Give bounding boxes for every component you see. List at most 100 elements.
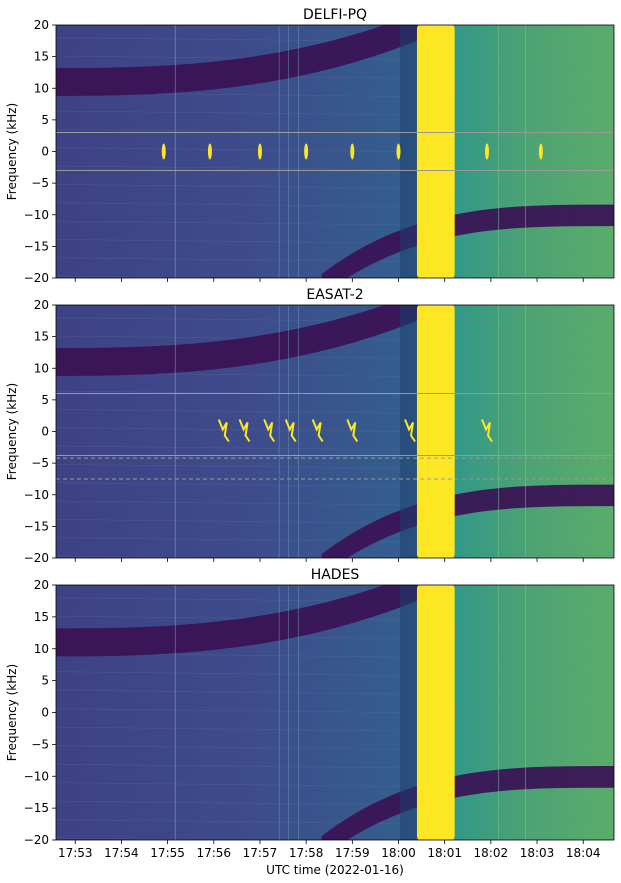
spectral-streak <box>56 800 402 806</box>
y-tick-label: 5 <box>41 674 49 688</box>
y-tick-label: −15 <box>24 801 49 815</box>
spectral-streak <box>56 500 402 506</box>
x-tick-label: 17:58 <box>289 846 324 860</box>
y-axis-label: Frequency (kHz) <box>5 103 19 200</box>
spectral-streak <box>56 220 402 226</box>
upper-doppler-band <box>56 585 430 657</box>
y-axis-label: Frequency (kHz) <box>5 664 19 761</box>
spectral-streak <box>56 671 402 676</box>
y-tick-label: −15 <box>24 239 49 253</box>
spectral-streak <box>56 110 402 116</box>
lower-doppler-band <box>321 204 614 278</box>
y-tick-label: 0 <box>41 706 49 720</box>
saturated-band <box>416 305 455 558</box>
panel-title: EASAT-2 <box>306 287 363 303</box>
y-tick-label: −10 <box>24 208 49 222</box>
spectral-streak <box>56 519 402 524</box>
spectral-streak <box>56 275 257 278</box>
spectrogram-panel-2: EASAT-2 20 15 10 5 0 −5 −10 −15 −20 Frequency (kHz… <box>5 287 615 565</box>
y-tick-label: 20 <box>34 18 49 32</box>
signal-burst <box>311 419 324 443</box>
signal-burst <box>263 419 276 443</box>
y-tick-label: 0 <box>41 425 49 439</box>
x-tick-label: 18:03 <box>520 846 555 860</box>
x-axis-label: UTC time (2022-01-16) <box>266 863 404 877</box>
spectral-streak <box>56 390 402 396</box>
signal-burst <box>284 419 297 443</box>
y-tick-label: −20 <box>24 551 49 565</box>
y-axis-label: Frequency (kHz) <box>5 383 19 480</box>
signal-burst <box>485 143 490 160</box>
spectral-streak <box>56 837 257 840</box>
x-tick-label: 17:57 <box>243 846 278 860</box>
spectral-streak <box>56 147 402 152</box>
pre-saturation-column <box>400 305 417 558</box>
x-tick-label: 18:04 <box>566 846 601 860</box>
spectral-streak <box>56 464 402 469</box>
x-tick-label: 18:01 <box>427 846 462 860</box>
lower-doppler-band <box>321 484 614 558</box>
y-tick-label: 0 <box>41 145 49 159</box>
spectral-streak <box>56 555 257 558</box>
y-tick-label: 10 <box>34 361 49 375</box>
saturated-band <box>416 585 455 840</box>
y-tick-label: 10 <box>34 642 49 656</box>
spectral-streak <box>56 202 402 207</box>
panel-title: HADES <box>311 567 360 583</box>
x-tick-label: 18:02 <box>474 846 509 860</box>
panel-title: DELFI-PQ <box>303 7 367 23</box>
y-tick-label: 20 <box>34 578 49 592</box>
signal-burst <box>238 419 251 443</box>
spectral-streak <box>56 726 402 732</box>
y-tick-label: −5 <box>31 176 49 190</box>
spectral-streak <box>56 745 402 750</box>
spectral-streak <box>56 184 402 189</box>
y-tick-label: −5 <box>31 737 49 751</box>
signal-burst <box>207 143 212 160</box>
y-tick-label: −15 <box>24 519 49 533</box>
x-tick-label: 17:56 <box>196 846 231 860</box>
spectral-streak <box>56 708 402 713</box>
x-tick-label: 17:59 <box>335 846 370 860</box>
x-tick-label: 17:55 <box>150 846 185 860</box>
y-tick-label: −20 <box>24 271 49 285</box>
signal-burst <box>481 419 493 443</box>
y-tick-label: −10 <box>24 769 49 783</box>
x-tick-label: 17:53 <box>58 846 93 860</box>
spectral-streak <box>56 445 402 451</box>
signal-burst <box>346 419 359 443</box>
y-tick-label: 5 <box>41 393 49 407</box>
spectral-streak <box>56 482 402 487</box>
x-tick-label: 18:00 <box>381 846 416 860</box>
y-tick-label: 5 <box>41 113 49 127</box>
signal-burst <box>217 419 230 443</box>
y-tick-label: 10 <box>34 81 49 95</box>
spectral-streak <box>56 409 402 414</box>
y-tick-label: 15 <box>34 610 49 624</box>
y-tick-label: 15 <box>34 50 49 64</box>
signal-burst <box>350 143 355 160</box>
spectrogram-panel-3: HADES 20 15 10 5 0 −5 −10 −15 −20 Frequency (kHz) 1… <box>5 567 615 860</box>
y-tick-label: −5 <box>31 456 49 470</box>
signal-burst <box>396 143 401 160</box>
lower-doppler-band <box>321 766 614 840</box>
y-tick-label: 20 <box>34 298 49 312</box>
spectral-streak <box>56 782 402 787</box>
signal-burst <box>161 143 166 160</box>
signal-burst <box>404 419 416 443</box>
y-tick-label: 15 <box>34 330 49 344</box>
signal-burst <box>538 143 543 160</box>
saturated-band <box>416 25 455 278</box>
spectral-streak <box>56 427 402 432</box>
pre-saturation-column <box>400 585 417 840</box>
signal-burst <box>304 143 309 160</box>
x-tick-label: 17:54 <box>104 846 139 860</box>
upper-doppler-band <box>56 25 430 96</box>
spectral-streak <box>56 165 402 171</box>
spectrogram-panel-1: DELFI-PQ 20 15 10 5 0 −5 −10 −15 −20 Frequency (kH… <box>5 7 615 285</box>
pre-saturation-column <box>400 25 417 278</box>
signal-burst <box>257 143 262 160</box>
spectral-streak <box>56 689 402 695</box>
spectral-streak <box>56 763 402 769</box>
